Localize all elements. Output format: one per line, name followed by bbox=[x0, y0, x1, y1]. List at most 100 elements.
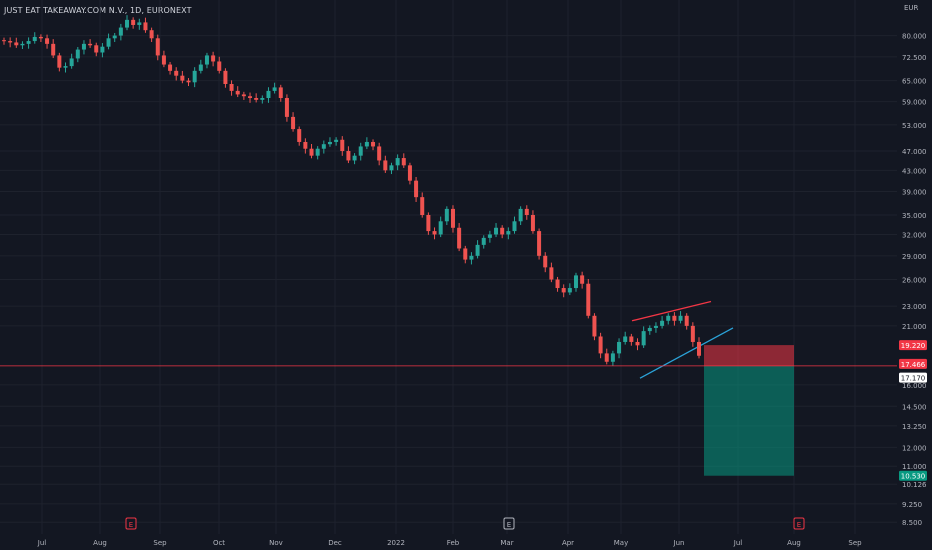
candle-body bbox=[450, 208, 455, 228]
candle-body bbox=[75, 49, 80, 59]
x-tick-label: Apr bbox=[562, 539, 574, 547]
candle-body bbox=[149, 30, 154, 39]
earnings-marker-letter: E bbox=[129, 521, 133, 529]
earnings-marker[interactable] bbox=[503, 517, 515, 530]
candle-body bbox=[334, 139, 339, 142]
y-tick-label: 21.000 bbox=[902, 323, 927, 331]
candle-body bbox=[309, 148, 314, 156]
candle-body bbox=[57, 55, 62, 68]
y-tick-label: 9.250 bbox=[902, 501, 922, 509]
candle-body bbox=[81, 43, 86, 50]
earnings-marker[interactable] bbox=[793, 517, 805, 530]
candle-body bbox=[666, 315, 671, 321]
candle-body bbox=[125, 19, 130, 28]
price-level-label: 19.220 bbox=[901, 342, 926, 350]
candle-body bbox=[358, 146, 363, 156]
candle-body bbox=[407, 165, 412, 181]
price-level-badge bbox=[899, 358, 927, 369]
candle-body bbox=[623, 336, 628, 342]
candle-body bbox=[291, 116, 296, 130]
candle-body bbox=[438, 221, 443, 235]
candle-body bbox=[537, 231, 542, 256]
candle-body bbox=[106, 38, 111, 47]
reward-zone bbox=[704, 365, 794, 476]
candle-body bbox=[383, 160, 388, 171]
y-tick-label: 10.126 bbox=[902, 481, 927, 489]
candle-body bbox=[118, 27, 123, 36]
x-tick-label: Dec bbox=[328, 539, 342, 547]
candle-body bbox=[327, 141, 332, 145]
candle-body bbox=[610, 353, 615, 362]
candle-body bbox=[45, 38, 50, 44]
candle-body bbox=[241, 94, 246, 97]
earnings-marker-letter: E bbox=[797, 521, 801, 529]
y-tick-label: 13.250 bbox=[902, 423, 927, 431]
price-level-badge bbox=[899, 340, 927, 351]
candle-body bbox=[580, 275, 585, 284]
candle-body bbox=[500, 227, 505, 235]
candle-body bbox=[14, 42, 19, 46]
price-level-badge bbox=[899, 470, 927, 481]
candle-body bbox=[340, 139, 345, 152]
candle-body bbox=[284, 98, 289, 117]
candle-body bbox=[321, 144, 326, 149]
candle-body bbox=[653, 325, 658, 328]
candle-body bbox=[315, 148, 320, 156]
candle-body bbox=[32, 36, 37, 42]
candle-body bbox=[401, 158, 406, 166]
candle-body bbox=[426, 215, 431, 232]
candle-body bbox=[512, 221, 517, 232]
candle-body bbox=[26, 41, 31, 44]
candle-body bbox=[8, 41, 13, 43]
candle-body bbox=[395, 158, 400, 166]
candle-body bbox=[352, 155, 357, 161]
y-tick-label: 26.000 bbox=[902, 277, 927, 285]
candle-body bbox=[94, 45, 99, 53]
candle-body bbox=[592, 315, 597, 337]
candle-body bbox=[2, 40, 6, 42]
x-tick-label: Sep bbox=[848, 539, 862, 547]
candle-body bbox=[235, 90, 240, 95]
y-tick-label: 39.000 bbox=[902, 189, 927, 197]
candle-body bbox=[481, 237, 486, 245]
pattern-line-lower bbox=[639, 327, 734, 379]
candle-body bbox=[598, 336, 603, 354]
candle-body bbox=[155, 38, 160, 56]
y-tick-label: 35.000 bbox=[902, 212, 927, 220]
price-level-label: 17.466 bbox=[901, 361, 926, 369]
candle-body bbox=[672, 315, 677, 321]
candle-body bbox=[524, 208, 529, 216]
x-tick-label: Mar bbox=[500, 539, 513, 547]
candle-body bbox=[346, 151, 351, 161]
candle-body bbox=[217, 61, 222, 71]
candle-body bbox=[204, 55, 209, 65]
candle-body bbox=[641, 331, 646, 346]
candle-body bbox=[573, 275, 578, 289]
candle-body bbox=[69, 58, 74, 67]
earnings-marker-letter: E bbox=[507, 521, 511, 529]
candle-body bbox=[272, 87, 277, 91]
candle-body bbox=[63, 66, 68, 68]
candle-body bbox=[414, 180, 419, 198]
candle-body bbox=[278, 87, 283, 99]
candle-body bbox=[38, 36, 43, 39]
x-tick-label: Aug bbox=[93, 539, 107, 547]
chart-title: JUST EAT TAKEAWAY.COM N.V., 1D, EURONEXT bbox=[4, 6, 192, 15]
risk-zone bbox=[704, 345, 794, 366]
y-tick-label: 59.000 bbox=[902, 99, 927, 107]
candle-body bbox=[266, 90, 271, 99]
earnings-marker[interactable] bbox=[125, 517, 137, 530]
candle-body bbox=[180, 75, 185, 81]
candle-body bbox=[684, 315, 689, 326]
y-tick-label: 29.000 bbox=[902, 253, 927, 261]
candle-body bbox=[444, 208, 449, 222]
candle-body bbox=[494, 227, 499, 235]
candle-body bbox=[530, 215, 535, 232]
candle-body bbox=[100, 46, 105, 53]
x-tick-label: Jul bbox=[733, 539, 743, 547]
candle-body bbox=[469, 255, 474, 260]
candle-body bbox=[303, 141, 308, 149]
candle-body bbox=[223, 70, 228, 85]
